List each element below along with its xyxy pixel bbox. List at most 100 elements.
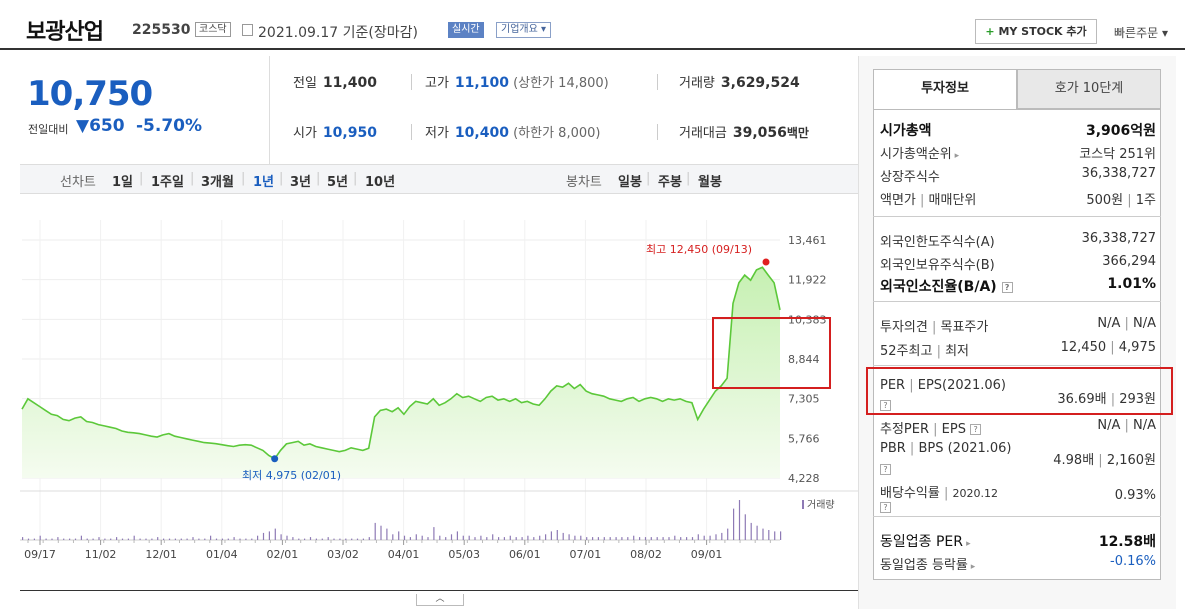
- volume-bar: [433, 527, 435, 540]
- tab-investment-info[interactable]: 투자정보: [873, 69, 1017, 109]
- row-label: PBR: [880, 441, 906, 456]
- volume-bar: [63, 538, 65, 540]
- row-label: 투자의견: [880, 320, 928, 335]
- row-value: 366,294: [1102, 254, 1156, 269]
- period-3y[interactable]: 3년: [290, 175, 312, 190]
- divider: |: [316, 171, 321, 186]
- help-icon[interactable]: ?: [880, 400, 891, 411]
- divider: [873, 365, 1161, 366]
- divider: |: [905, 378, 918, 393]
- row-value: 12,450 | 4,975: [1061, 340, 1156, 355]
- volume-bar: [762, 528, 764, 540]
- week52-high: 12,450: [1060, 340, 1107, 355]
- company-overview-dropdown[interactable]: 기업개요 ▾: [496, 22, 551, 38]
- volume-bar: [345, 538, 347, 540]
- row-label: 동일업종 등락률: [880, 558, 968, 573]
- change-percent: -5.70%: [136, 116, 203, 136]
- help-icon[interactable]: ?: [880, 502, 891, 513]
- candle-monthly[interactable]: 월봉: [698, 175, 722, 190]
- divider: [411, 74, 412, 90]
- volume-bar: [127, 538, 129, 540]
- volume-bar: [245, 538, 247, 540]
- add-mystock-button[interactable]: + MY STOCK 추가: [975, 19, 1097, 44]
- divider: [20, 590, 858, 591]
- sector-per-row[interactable]: 동일업종 PER ▸ 12.58배: [880, 531, 1156, 551]
- low-marker: [271, 455, 279, 463]
- volume-bar: [292, 537, 294, 540]
- par-value-row: 액면가 | 매매단위 500원 | 1주: [880, 189, 1156, 208]
- line-chart-label: 선차트: [60, 175, 96, 190]
- volume-bar: [556, 530, 558, 540]
- price-line: [21, 266, 781, 460]
- period-1y[interactable]: 1년: [253, 175, 275, 190]
- row-label: 최저: [945, 344, 970, 359]
- sector-change-row[interactable]: 동일업종 등락률 ▸ -0.16%: [880, 554, 1156, 573]
- help-icon[interactable]: ?: [1001, 281, 1013, 293]
- volume-bar: [351, 538, 353, 540]
- collapse-handle[interactable]: ︿: [416, 594, 464, 606]
- volume-bar: [251, 538, 253, 540]
- divider: |: [939, 486, 953, 501]
- quick-order-dropdown[interactable]: 빠른주문 ▾: [1114, 26, 1168, 40]
- x-tick-label: 06/01: [509, 548, 541, 561]
- volume-legend-swatch: [802, 500, 804, 509]
- x-tick-label: 05/03: [448, 548, 480, 561]
- period-1d[interactable]: 1일: [112, 175, 134, 190]
- period-10y[interactable]: 10년: [365, 175, 396, 190]
- row-label: 52주최고: [880, 344, 933, 359]
- help-icon[interactable]: ?: [970, 424, 982, 435]
- volume-bar: [774, 531, 776, 540]
- volume-bar: [27, 538, 30, 540]
- stat-prev: 전일 11,400: [293, 72, 377, 91]
- tab-order-book[interactable]: 호가 10단계: [1017, 69, 1161, 109]
- candle-weekly[interactable]: 주봉: [658, 175, 682, 190]
- volume-bar: [80, 535, 82, 540]
- volume-bar: [98, 537, 100, 540]
- row-value: 36.69배 | 293원: [1057, 388, 1156, 407]
- period-5y[interactable]: 5년: [327, 175, 349, 190]
- row-label: 액면가: [880, 193, 916, 208]
- volume-bar: [339, 538, 341, 540]
- volume-bar: [697, 534, 699, 540]
- volume-bar: [674, 535, 676, 540]
- pbr-value: 4.98배: [1053, 453, 1095, 468]
- divider: |: [915, 193, 929, 208]
- stat-value: 10,950: [322, 125, 377, 141]
- realtime-button[interactable]: 실시간: [448, 22, 484, 38]
- volume-bar: [568, 534, 570, 540]
- row-label: 상장주식수: [880, 170, 940, 185]
- divider: |: [929, 422, 942, 437]
- help-icon[interactable]: ?: [880, 464, 891, 475]
- row-label: 목표주가: [940, 320, 989, 335]
- volume-bar: [721, 532, 723, 540]
- volume-bar: [51, 538, 53, 540]
- volume-bar: [750, 522, 752, 540]
- volume-bar: [474, 537, 476, 540]
- volume-bar: [368, 537, 370, 540]
- calendar-icon: [242, 24, 253, 36]
- volume-bar: [69, 538, 71, 540]
- volume-bar: [33, 538, 35, 540]
- arrow-right-icon: ▸: [951, 151, 960, 161]
- price-chart[interactable]: 13,461 11,922 10,383 8,844 7,305 5,766 4,228 최고…: [20, 195, 858, 590]
- stat-unit: 백만: [786, 126, 809, 140]
- stat-value: 11,100: [454, 75, 509, 91]
- volume-bar: [562, 532, 564, 540]
- current-price: 10,750: [27, 74, 153, 114]
- row-value: 12.58배: [1098, 534, 1156, 550]
- volume-bar: [22, 537, 24, 540]
- row-value: N/A | N/A: [1097, 418, 1156, 433]
- volume-bar: [439, 535, 441, 540]
- volume-bar: [321, 538, 323, 540]
- foreign-hold-row: 외국인보유주식수(B) 366,294: [880, 254, 1156, 273]
- volume-bar: [356, 538, 359, 540]
- row-label: EPS(2021.06): [917, 378, 1006, 393]
- period-3m[interactable]: 3개월: [201, 175, 234, 190]
- company-name: 보광산업: [26, 20, 104, 45]
- volume-bar: [627, 537, 629, 540]
- y-tick-label: 13,461: [788, 234, 827, 247]
- x-tick-label: 08/02: [630, 548, 662, 561]
- market-cap-rank-row[interactable]: 시가총액순위 ▸ 코스닥 251위: [880, 143, 1156, 162]
- period-1w[interactable]: 1주일: [151, 175, 184, 190]
- candle-daily[interactable]: 일봉: [618, 175, 642, 190]
